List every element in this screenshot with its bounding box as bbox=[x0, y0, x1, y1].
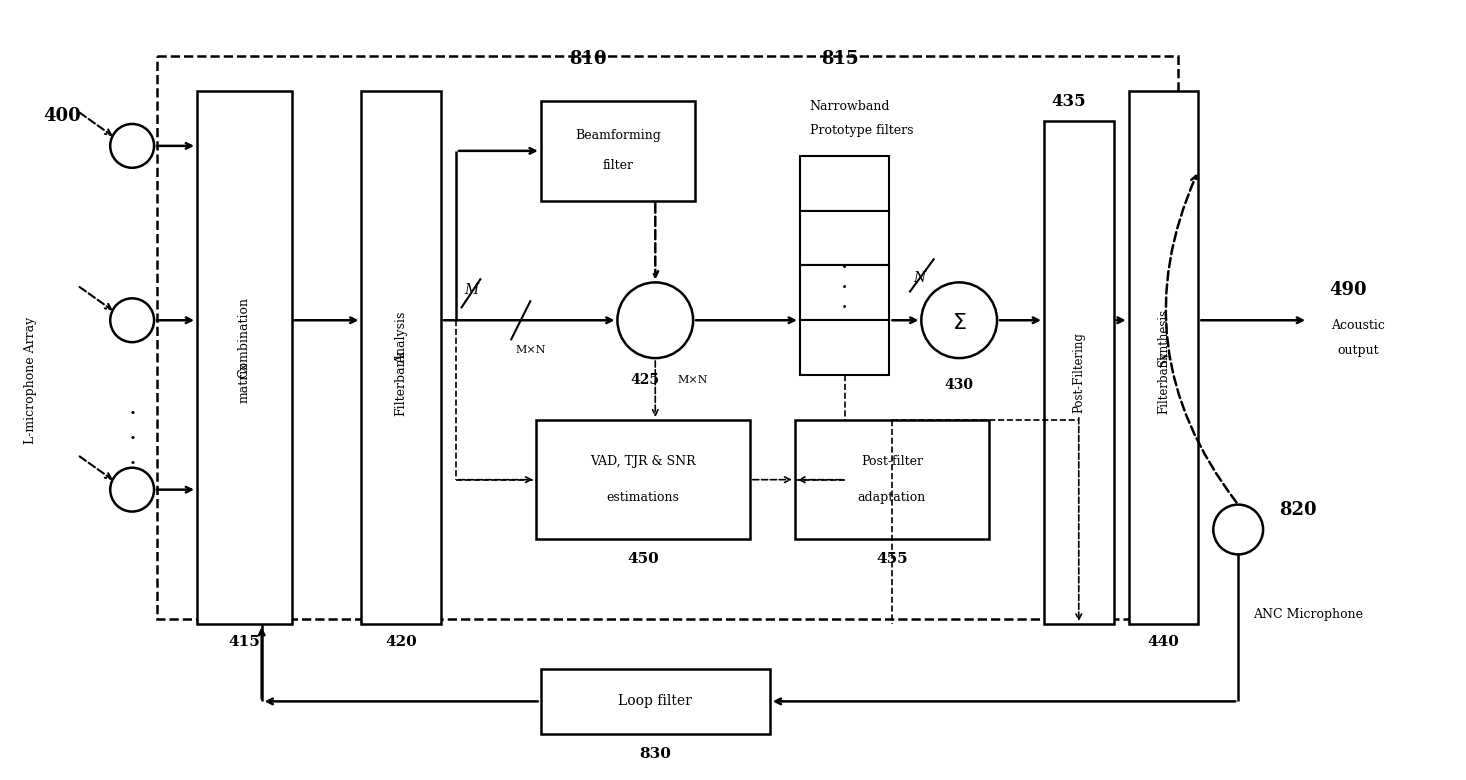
Text: 435: 435 bbox=[1051, 93, 1086, 109]
Text: Post-Filtering: Post-Filtering bbox=[1072, 332, 1085, 413]
Bar bbox=[541, 669, 770, 734]
Text: 425: 425 bbox=[630, 373, 660, 387]
Text: M×N: M×N bbox=[677, 375, 708, 385]
Text: ANC Microphone: ANC Microphone bbox=[1253, 608, 1363, 621]
Bar bbox=[1044, 121, 1114, 624]
Text: M×N: M×N bbox=[516, 345, 545, 355]
Text: 815: 815 bbox=[821, 50, 859, 68]
Circle shape bbox=[110, 468, 154, 512]
Circle shape bbox=[921, 282, 997, 358]
Bar bbox=[800, 211, 890, 265]
Bar bbox=[535, 420, 751, 540]
Text: output: output bbox=[1337, 344, 1378, 356]
Text: Beamforming: Beamforming bbox=[575, 129, 661, 143]
Text: Loop filter: Loop filter bbox=[619, 694, 692, 708]
Text: Synthesis: Synthesis bbox=[1157, 309, 1170, 367]
Text: ·: · bbox=[128, 428, 136, 452]
Text: 450: 450 bbox=[627, 552, 658, 566]
Bar bbox=[800, 321, 890, 375]
Bar bbox=[800, 156, 890, 211]
Bar bbox=[1129, 91, 1198, 624]
Bar bbox=[361, 91, 441, 624]
Text: 830: 830 bbox=[639, 746, 671, 760]
Circle shape bbox=[617, 282, 693, 358]
Bar bbox=[157, 56, 1179, 619]
Text: ·: · bbox=[128, 453, 136, 477]
Text: Analysis: Analysis bbox=[394, 311, 408, 364]
Text: Narrowband: Narrowband bbox=[809, 100, 890, 112]
Text: 400: 400 bbox=[44, 107, 81, 125]
Text: 420: 420 bbox=[386, 635, 416, 649]
Text: matrix: matrix bbox=[237, 362, 251, 403]
Text: filter: filter bbox=[603, 159, 633, 172]
Text: 810: 810 bbox=[569, 50, 607, 68]
Text: Filterbank: Filterbank bbox=[1157, 352, 1170, 413]
Text: ·: · bbox=[841, 297, 849, 319]
Text: Prototype filters: Prototype filters bbox=[809, 125, 913, 137]
Text: adaptation: adaptation bbox=[858, 491, 927, 504]
Text: 415: 415 bbox=[229, 635, 259, 649]
Bar bbox=[795, 420, 990, 540]
Text: N: N bbox=[913, 271, 925, 285]
Text: 820: 820 bbox=[1280, 501, 1316, 519]
Text: M: M bbox=[463, 283, 478, 297]
Text: 490: 490 bbox=[1330, 282, 1366, 300]
Text: estimations: estimations bbox=[607, 491, 679, 504]
Text: 440: 440 bbox=[1148, 635, 1180, 649]
Text: VAD, TJR & SNR: VAD, TJR & SNR bbox=[589, 456, 696, 468]
Bar bbox=[196, 91, 292, 624]
Text: ·: · bbox=[841, 257, 849, 279]
Text: Post-filter: Post-filter bbox=[861, 456, 924, 468]
Text: ·: · bbox=[128, 403, 136, 427]
Bar bbox=[541, 101, 695, 200]
Text: Acoustic: Acoustic bbox=[1331, 319, 1385, 332]
Bar bbox=[800, 265, 890, 321]
Circle shape bbox=[110, 298, 154, 342]
Text: 430: 430 bbox=[944, 378, 973, 392]
Circle shape bbox=[110, 124, 154, 168]
Text: Combination: Combination bbox=[237, 297, 251, 378]
Text: L-microphone Array: L-microphone Array bbox=[23, 317, 37, 444]
Text: $\Sigma$: $\Sigma$ bbox=[951, 312, 966, 335]
Text: ·: · bbox=[841, 277, 849, 299]
Text: 455: 455 bbox=[877, 552, 907, 566]
Circle shape bbox=[1214, 505, 1264, 555]
Text: Filterbank: Filterbank bbox=[394, 349, 408, 416]
